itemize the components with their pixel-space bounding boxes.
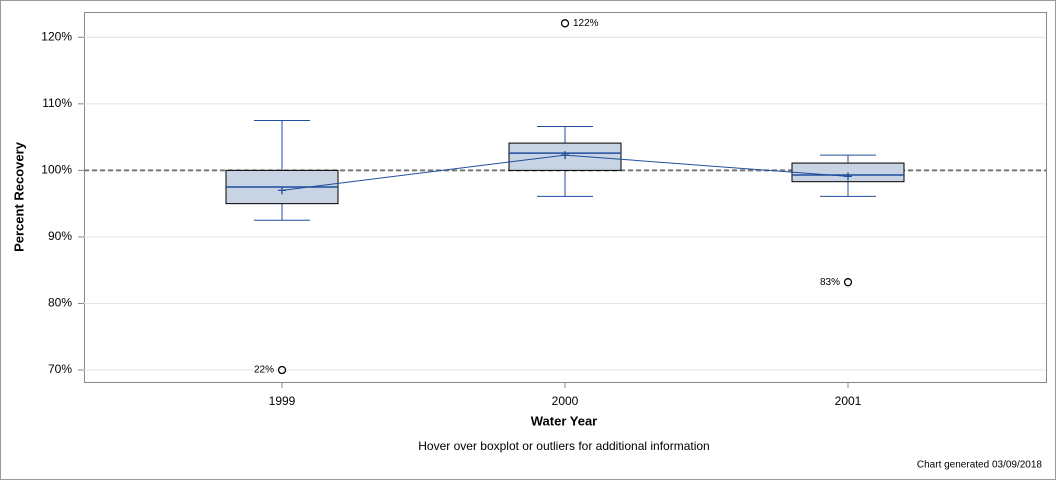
x-tick-label: 1999 — [269, 394, 296, 408]
outlier — [277, 365, 287, 375]
footnote: Hover over boxplot or outliers for addit… — [418, 439, 709, 453]
outlier-label: 122% — [573, 18, 599, 29]
x-axis-label: Water Year — [531, 413, 598, 428]
generated-note: Chart generated 03/09/2018 — [917, 460, 1043, 471]
outlier — [843, 278, 853, 287]
y-tick-label: 70% — [48, 362, 72, 376]
y-tick-label: 90% — [48, 229, 72, 243]
x-tick-label: 2000 — [552, 394, 579, 408]
outlier-label: 83% — [820, 277, 840, 288]
y-axis-label: Percent Recovery — [11, 141, 26, 252]
y-tick-label: 100% — [41, 163, 72, 177]
x-tick-label: 2001 — [835, 394, 862, 408]
y-tick-label: 80% — [48, 296, 72, 310]
mean-marker — [844, 172, 852, 181]
outlier-label: 22% — [254, 365, 274, 376]
outlier — [560, 19, 570, 28]
mean-marker — [561, 151, 569, 160]
y-tick-label: 120% — [41, 29, 72, 43]
mean-marker — [278, 186, 286, 195]
y-tick-label: 110% — [42, 96, 72, 110]
